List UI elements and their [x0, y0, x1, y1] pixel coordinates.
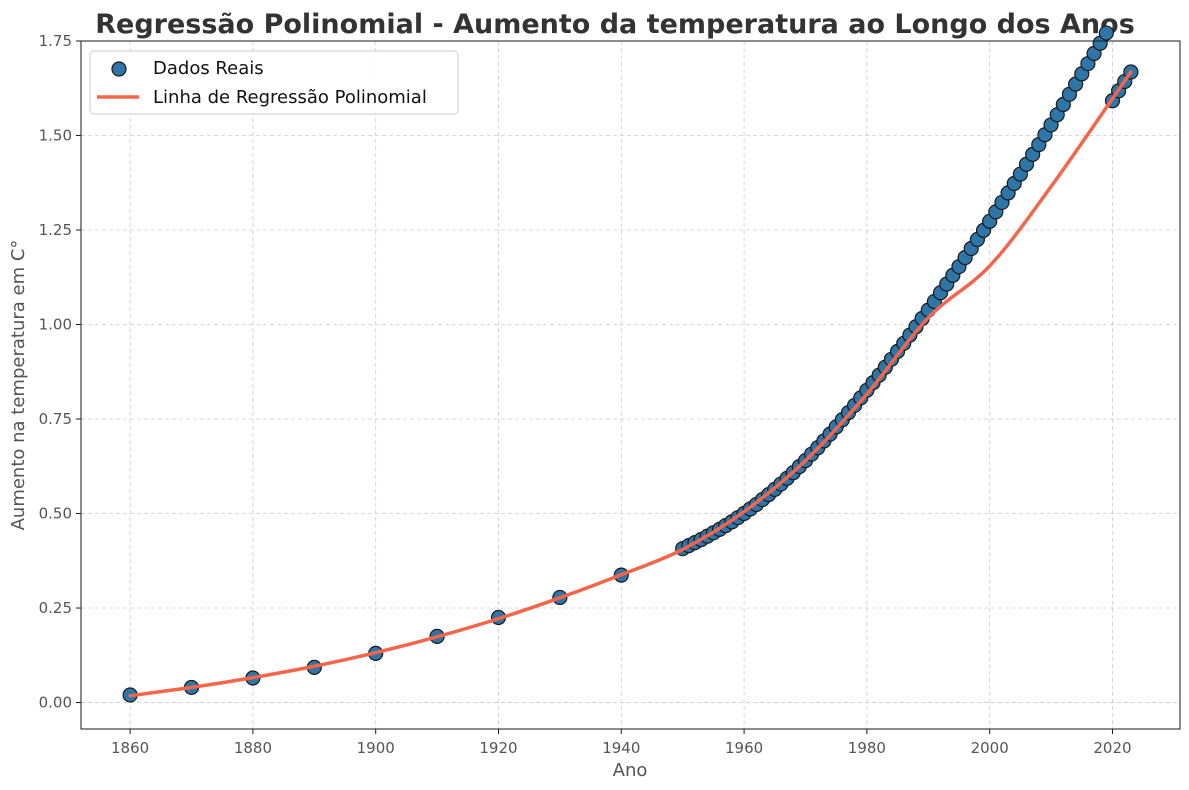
legend: Dados Reais Linha de Regressão Polinomia… — [89, 50, 459, 115]
scatter-points-layer — [122, 25, 1139, 703]
regression-line-layer — [128, 70, 1133, 698]
y-tick-label: 0.00 — [39, 694, 72, 712]
legend-label-dados-reais: Dados Reais — [153, 58, 264, 79]
x-tick-label: 1860 — [111, 739, 149, 757]
y-tick-label: 0.25 — [39, 599, 72, 617]
plot-frame — [80, 40, 1181, 730]
legend-label-regression-line: Linha de Regressão Polinomial — [153, 87, 427, 108]
x-tick-label: 2020 — [1093, 739, 1131, 757]
y-tick-label: 1.00 — [39, 316, 72, 334]
y-tick-label: 0.50 — [39, 505, 72, 523]
chart-title: Regressão Polinomial - Aumento da temper… — [95, 9, 1135, 40]
y-tick-label: 1.25 — [39, 221, 72, 239]
x-axis-label: Ano — [613, 760, 648, 781]
x-tick-label: 2000 — [971, 739, 1009, 757]
y-axis-ticks: 0.00 0.25 0.50 0.75 1.00 1.25 1.50 1.75 — [39, 32, 81, 712]
legend-marker-dados-reais — [111, 61, 127, 77]
legend-box — [89, 50, 459, 115]
grid — [81, 40, 1180, 729]
y-tick-label: 1.50 — [39, 127, 72, 145]
x-tick-label: 1940 — [602, 739, 640, 757]
x-tick-label: 1900 — [357, 739, 395, 757]
x-axis-ticks: 1860 1880 1900 1920 1940 1960 1980 2000 2020 — [111, 729, 1132, 757]
x-tick-label: 1960 — [725, 739, 763, 757]
x-tick-label: 1880 — [234, 739, 272, 757]
data-point — [1098, 25, 1114, 41]
y-tick-label: 1.75 — [39, 32, 72, 50]
x-tick-label: 1920 — [479, 739, 517, 757]
regression-line — [128, 70, 1133, 698]
y-axis-label: Aumento na temperatura em C° — [8, 240, 29, 531]
y-tick-label: 0.75 — [39, 410, 72, 428]
x-tick-label: 1980 — [848, 739, 886, 757]
